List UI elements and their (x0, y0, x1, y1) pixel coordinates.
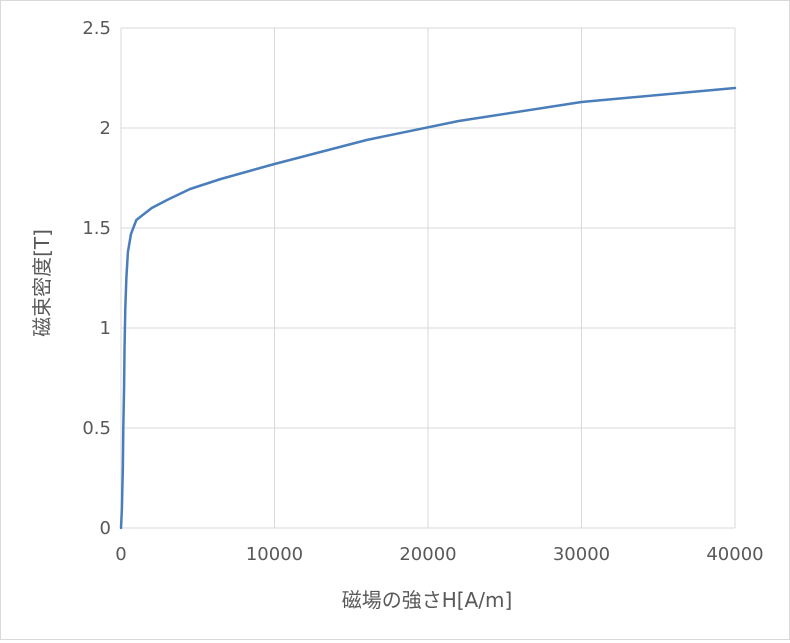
y-tick-label: 0 (100, 518, 111, 539)
y-tick-label: 1.5 (82, 218, 111, 239)
x-axis-title: 磁場の強さH[A/m] (342, 588, 513, 612)
y-tick-label: 2 (100, 118, 111, 139)
series-layer (119, 86, 737, 530)
series-line (119, 86, 737, 530)
x-tick-label: 0 (115, 544, 126, 565)
y-tick-label: 2.5 (82, 18, 111, 39)
x-tick-label: 20000 (399, 544, 456, 565)
grid-lines (120, 27, 736, 529)
y-axis-title: 磁束密度[T] (30, 229, 54, 337)
x-tick-label: 40000 (706, 544, 763, 565)
x-tick-label: 10000 (246, 544, 303, 565)
tick-labels: 0 0.5 1 1.5 2 2.5 0 10000 20000 30000 40000 (82, 18, 763, 565)
x-tick-label: 30000 (553, 544, 610, 565)
y-tick-label: 0.5 (82, 418, 111, 439)
y-tick-label: 1 (100, 318, 111, 339)
